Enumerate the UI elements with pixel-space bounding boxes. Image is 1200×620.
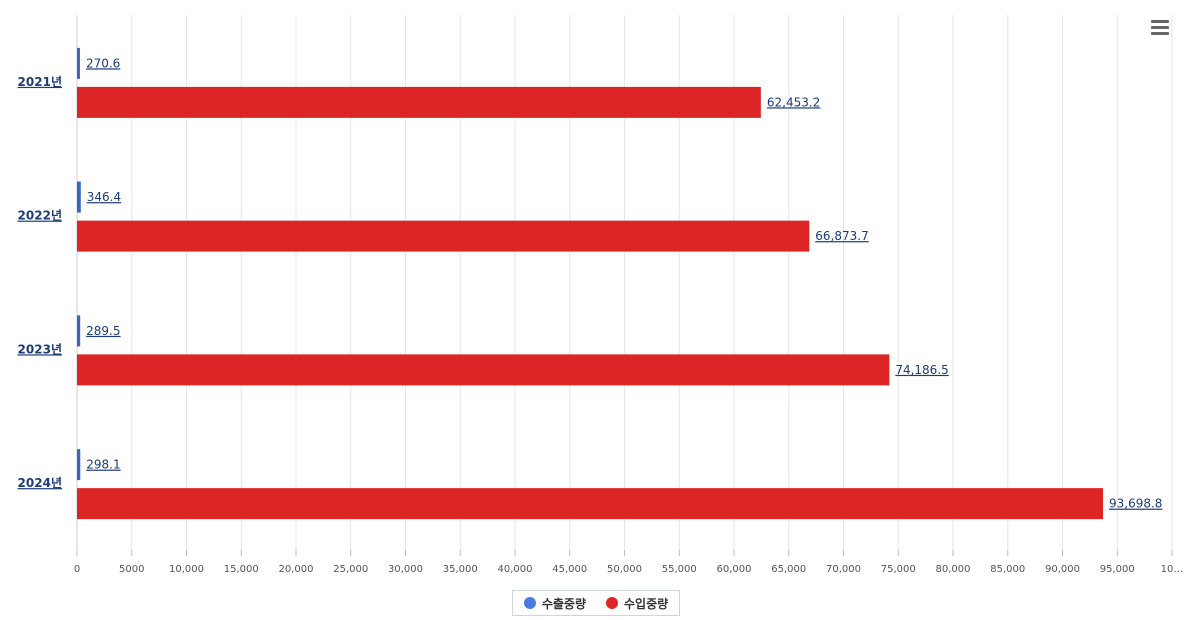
bar-export (77, 181, 81, 213)
data-label-import: 93,698.8 (1109, 497, 1162, 511)
x-tick-label: 45,000 (552, 564, 587, 575)
x-tick-label: 10… (1161, 564, 1184, 575)
data-label-export: 270.6 (86, 56, 120, 70)
category-label: 2021년 (18, 75, 62, 89)
x-tick-label: 30,000 (388, 564, 423, 575)
legend-item-import[interactable]: 수입중량 (606, 595, 668, 612)
x-tick-label: 95,000 (1100, 564, 1135, 575)
legend-label-import: 수입중량 (624, 596, 669, 611)
data-label-import: 62,453.2 (767, 95, 820, 109)
data-label-import: 74,186.5 (895, 363, 948, 377)
x-tick-label: 40,000 (498, 564, 533, 575)
hamburger-menu-icon[interactable] (1148, 18, 1172, 40)
data-label-import: 66,873.7 (815, 229, 868, 243)
x-tick-label: 60,000 (717, 564, 752, 575)
x-tick-label: 70,000 (826, 564, 861, 575)
category-label: 2022년 (18, 209, 62, 223)
x-tick-label: 25,000 (333, 564, 368, 575)
x-tick-label: 65,000 (771, 564, 806, 575)
bar-import (77, 220, 810, 252)
x-tick-label: 80,000 (936, 564, 971, 575)
x-tick-label: 55,000 (662, 564, 697, 575)
x-tick-label: 50,000 (607, 564, 642, 575)
x-tick-label: 35,000 (443, 564, 478, 575)
x-tick-label: 20,000 (279, 564, 314, 575)
bar-import (77, 354, 890, 386)
x-tick-label: 10,000 (169, 564, 204, 575)
x-tick-label: 0 (74, 564, 80, 575)
bar-export (77, 449, 81, 481)
legend: 수출중량 수입중량 (512, 590, 680, 616)
bar-import (77, 86, 761, 118)
category-label: 2023년 (18, 342, 62, 356)
legend-label-export: 수출중량 (541, 596, 586, 611)
x-tick-label: 90,000 (1045, 564, 1080, 575)
x-tick-label: 75,000 (881, 564, 916, 575)
x-tick-label: 85,000 (990, 564, 1025, 575)
legend-dot-import (606, 597, 618, 609)
category-label: 2024년 (18, 476, 62, 490)
x-tick-label: 15,000 (224, 564, 259, 575)
legend-item-export[interactable]: 수출중량 (523, 595, 586, 612)
data-label-export: 346.4 (87, 190, 121, 204)
bar-export (77, 47, 80, 79)
x-tick-label: 5000 (119, 564, 144, 575)
data-label-export: 289.5 (86, 324, 120, 338)
bar-import (77, 488, 1104, 520)
legend-dot-export (523, 597, 536, 609)
bar-export (77, 315, 81, 347)
data-label-export: 298.1 (86, 458, 120, 472)
